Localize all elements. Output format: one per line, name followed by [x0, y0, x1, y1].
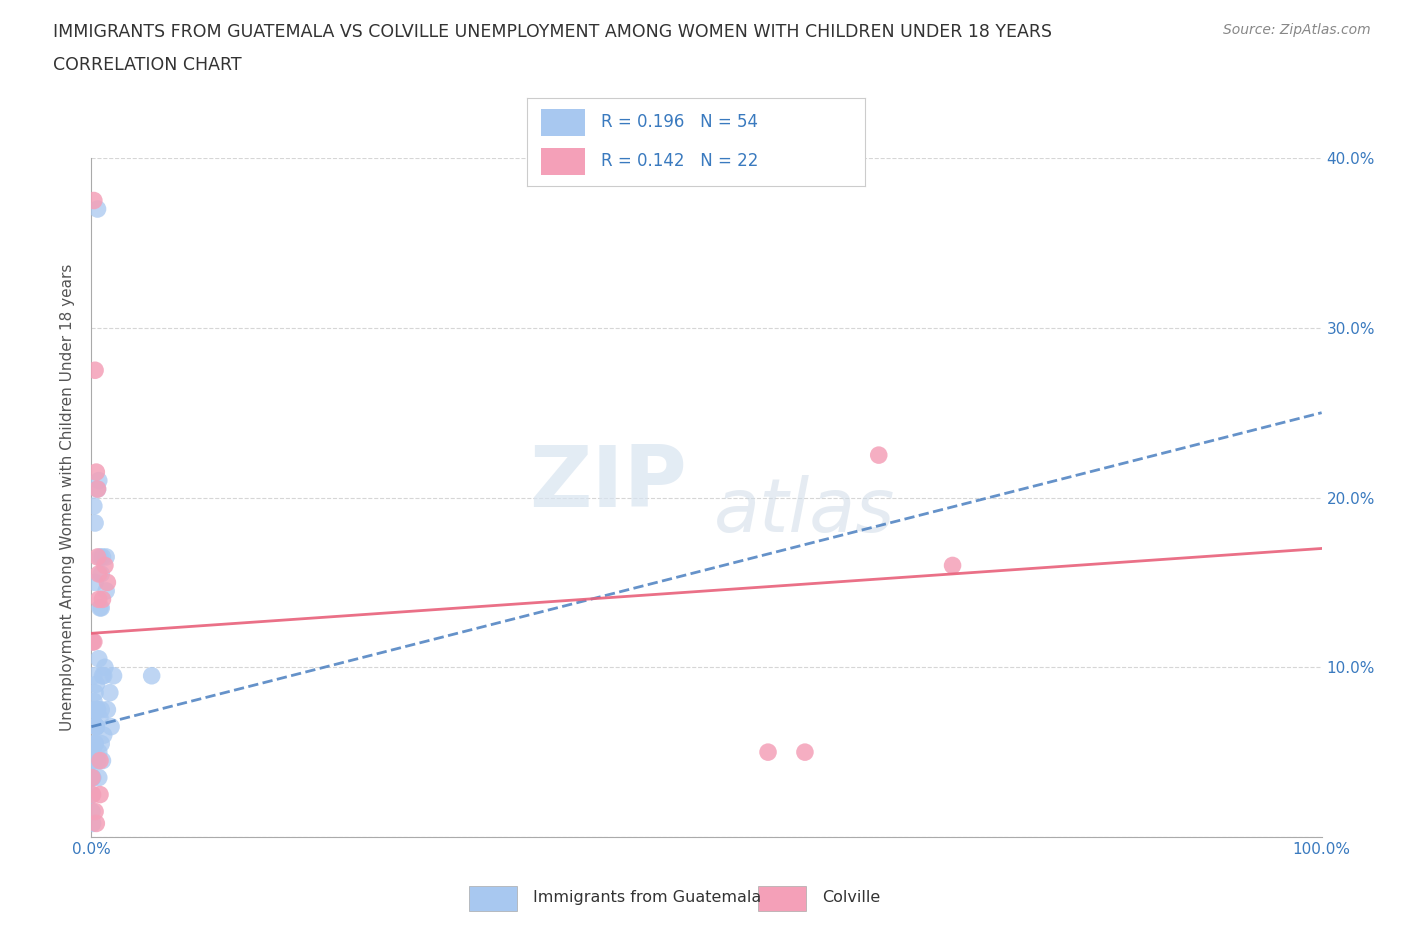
Point [84, 702, 107, 717]
Point [86, 719, 108, 734]
Point [91, 753, 114, 768]
Text: ZIP: ZIP [529, 443, 688, 525]
Point [89, 753, 111, 768]
Point [82, 711, 104, 725]
Point [91, 669, 114, 684]
Point [868, 447, 890, 462]
Point [84, 737, 107, 751]
Point [82, 634, 104, 649]
Text: Source: ZipAtlas.com: Source: ZipAtlas.com [1223, 23, 1371, 37]
Point [90, 737, 112, 751]
Point [83, 669, 105, 684]
Point [87, 473, 110, 488]
Text: Immigrants from Guatemala: Immigrants from Guatemala [533, 890, 762, 905]
Point [96, 583, 117, 598]
Point [941, 558, 963, 573]
Bar [541, 109, 585, 136]
Point [89, 550, 111, 565]
Point [86, 719, 108, 734]
Point [86, 465, 108, 480]
Point [84, 804, 107, 819]
Point [89, 787, 111, 802]
Text: atlas: atlas [714, 475, 896, 547]
Point [87, 745, 110, 760]
Point [96, 575, 118, 590]
Point [82, 770, 104, 785]
Point [80, 804, 103, 819]
Point [89, 711, 111, 725]
Point [86, 550, 108, 565]
Point [82, 753, 104, 768]
Point [82, 787, 104, 802]
Point [94, 558, 117, 573]
Point [84, 575, 107, 590]
Point [87, 592, 110, 607]
Point [96, 702, 118, 717]
Point [90, 702, 112, 717]
Point [87, 651, 110, 666]
Point [93, 727, 115, 742]
Text: IMMIGRANTS FROM GUATEMALA VS COLVILLE UNEMPLOYMENT AMONG WOMEN WITH CHILDREN UND: IMMIGRANTS FROM GUATEMALA VS COLVILLE UN… [53, 23, 1053, 41]
Point [86, 702, 108, 717]
Point [83, 753, 105, 768]
Point [91, 592, 114, 607]
Point [141, 669, 163, 684]
Point [84, 515, 107, 530]
Point [87, 770, 110, 785]
Point [84, 363, 107, 378]
Point [80, 770, 103, 785]
Text: Colville: Colville [823, 890, 880, 905]
Point [86, 719, 108, 734]
Bar [758, 885, 806, 911]
Point [90, 566, 112, 581]
Point [82, 816, 104, 830]
Point [86, 202, 108, 217]
Bar [541, 148, 585, 175]
Point [86, 677, 108, 692]
Text: R = 0.196   N = 54: R = 0.196 N = 54 [602, 113, 758, 131]
Text: R = 0.142   N = 22: R = 0.142 N = 22 [602, 153, 759, 170]
Point [94, 660, 117, 675]
Y-axis label: Unemployment Among Women with Children Under 18 years: Unemployment Among Women with Children U… [60, 264, 76, 731]
Point [83, 694, 105, 709]
Point [86, 753, 108, 768]
Point [83, 498, 105, 513]
Point [89, 601, 111, 616]
Point [84, 685, 107, 700]
Point [793, 745, 815, 760]
Point [86, 482, 108, 497]
Point [756, 745, 779, 760]
Point [83, 193, 105, 208]
Point [84, 737, 107, 751]
Point [98, 685, 121, 700]
Point [87, 566, 110, 581]
Point [82, 770, 104, 785]
Point [91, 550, 114, 565]
Point [86, 816, 108, 830]
Bar [470, 885, 517, 911]
Point [80, 787, 103, 802]
Point [90, 601, 112, 616]
Point [96, 550, 117, 565]
Point [86, 702, 108, 717]
Point [83, 634, 105, 649]
Point [93, 669, 115, 684]
Point [83, 702, 105, 717]
Point [103, 669, 125, 684]
Point [83, 737, 105, 751]
Point [100, 719, 122, 734]
Point [86, 482, 108, 497]
Text: CORRELATION CHART: CORRELATION CHART [53, 56, 242, 73]
Point [86, 719, 108, 734]
Point [82, 634, 104, 649]
